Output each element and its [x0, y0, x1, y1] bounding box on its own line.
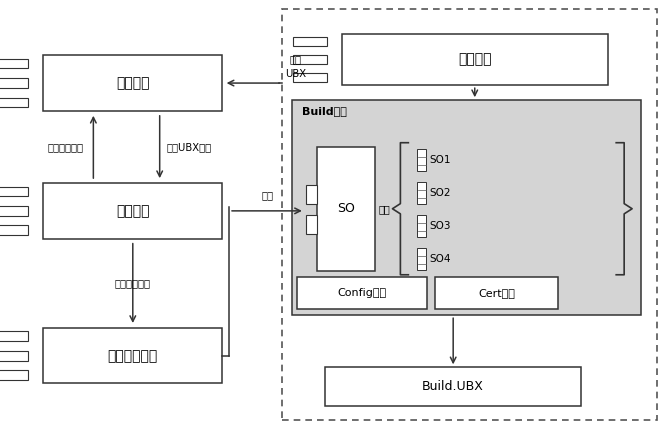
Text: Cert证书: Cert证书	[478, 288, 515, 298]
Text: 下载UBX文件: 下载UBX文件	[166, 142, 211, 152]
Text: 上传: 上传	[290, 54, 301, 64]
Bar	[325, 367, 581, 406]
Bar	[317, 147, 375, 271]
Text: SO4: SO4	[430, 254, 451, 264]
Text: 插件服务: 插件服务	[116, 204, 149, 218]
Bar	[435, 277, 558, 309]
Bar	[417, 248, 426, 270]
Bar	[0, 351, 28, 360]
Bar	[292, 100, 641, 315]
Bar	[0, 206, 28, 216]
Bar	[342, 34, 608, 85]
Text: 加载: 加载	[262, 190, 274, 200]
Text: SO2: SO2	[430, 188, 451, 198]
Bar	[293, 73, 327, 82]
Bar	[306, 215, 317, 234]
Bar	[417, 149, 426, 171]
Text: 调用插件管理: 调用插件管理	[115, 278, 151, 288]
Bar	[0, 59, 28, 69]
Bar	[0, 331, 28, 341]
Text: 打包工具: 打包工具	[458, 53, 491, 66]
Bar	[0, 370, 28, 380]
Text: UBX: UBX	[285, 69, 306, 79]
Bar	[0, 225, 28, 235]
Bar	[417, 216, 426, 237]
Text: SO1: SO1	[430, 155, 451, 165]
Text: Config文件: Config文件	[338, 288, 386, 298]
Text: SO: SO	[337, 202, 355, 215]
Bar	[0, 98, 28, 107]
Bar	[293, 55, 327, 64]
Bar	[293, 37, 327, 46]
Bar	[0, 187, 28, 196]
Text: Build.UBX: Build.UBX	[422, 380, 484, 393]
Text: 依赖: 依赖	[378, 204, 390, 214]
Text: 插件进程管理: 插件进程管理	[108, 349, 158, 363]
Bar	[282, 9, 657, 420]
Bar	[0, 78, 28, 88]
Text: 请求接口下载: 请求接口下载	[47, 142, 84, 152]
Text: Build目录: Build目录	[302, 106, 347, 116]
Bar	[417, 182, 426, 204]
Bar	[306, 185, 317, 204]
Text: 插件仓库: 插件仓库	[116, 76, 149, 90]
Bar	[297, 277, 427, 309]
Text: SO3: SO3	[430, 221, 451, 231]
Bar	[43, 55, 222, 111]
Bar	[43, 328, 222, 383]
Bar	[43, 183, 222, 239]
